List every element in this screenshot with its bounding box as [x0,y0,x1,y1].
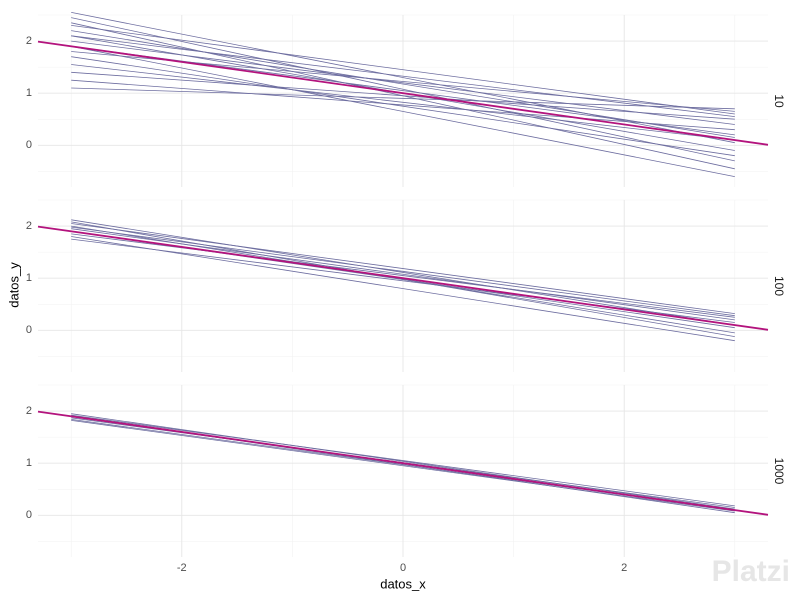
strip-label: 10 [772,94,786,108]
y-tick-label: 1 [26,87,32,99]
simulated-line [71,226,735,317]
simulated-line [71,228,735,321]
simulated-line [71,35,735,117]
simulated-line [71,22,735,170]
y-axis-title: datos_y [6,262,21,308]
x-tick-label: 0 [400,562,406,574]
simulated-line [71,223,735,314]
simulated-line [71,64,735,141]
x-tick-label: 2 [621,562,627,574]
y-tick-label: 1 [26,457,32,469]
simulated-line [71,79,735,131]
simulated-line [71,12,735,144]
y-tick-label: 0 [26,509,32,521]
simulated-line [71,236,735,342]
simulated-line [71,219,735,326]
simulated-line [71,30,735,138]
simulated-line [71,221,735,337]
y-tick-label: 0 [26,139,32,151]
simulated-line [71,40,735,125]
simulated-line [71,413,735,510]
simulated-line [71,17,735,162]
simulated-line [71,25,735,115]
x-tick-label: -2 [177,562,187,574]
reference-line [37,40,769,146]
reference-line [37,410,769,516]
y-tick-label: 2 [26,35,32,47]
simulated-line [71,420,735,512]
strip-label: 1000 [772,458,786,485]
reference-line [37,225,769,331]
simulated-line [71,414,735,507]
strip-label: 100 [772,276,786,296]
x-axis-title: datos_x [380,576,426,591]
y-tick-label: 2 [26,220,32,232]
y-tick-label: 1 [26,272,32,284]
simulated-line [71,56,735,157]
y-tick-label: 2 [26,405,32,417]
y-tick-label: 0 [26,324,32,336]
watermark: Platzi [712,555,790,588]
simulated-line [71,45,735,177]
simulated-line [71,87,735,110]
